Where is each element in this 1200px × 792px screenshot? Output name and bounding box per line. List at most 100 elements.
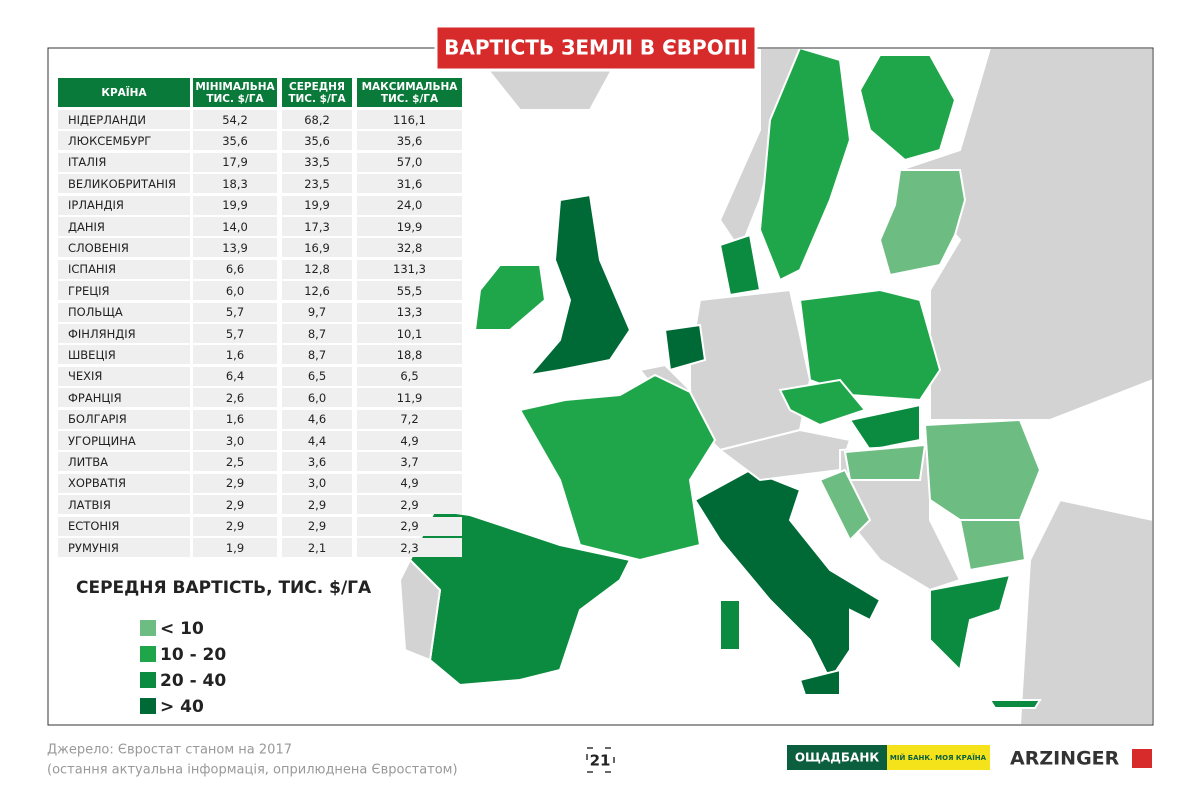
table-cell: 33,5 xyxy=(282,152,352,172)
legend-swatch xyxy=(140,698,156,714)
country xyxy=(929,573,1012,673)
country-name: ЕСТОНІЯ xyxy=(58,516,190,536)
table-cell: 18,3 xyxy=(193,174,277,194)
table-cell: 31,6 xyxy=(357,174,462,194)
legend-title: СЕРЕДНЯ ВАРТІСТЬ, ТИС. $/ГА xyxy=(76,578,372,598)
table-cell: 18,8 xyxy=(357,345,462,365)
legend: < 10 10 - 20 20 - 40 > 40 xyxy=(140,619,226,717)
country-name: ПОЛЬЩА xyxy=(58,302,190,322)
table-cell: 3,6 xyxy=(282,452,352,472)
country-name: ЧЕХІЯ xyxy=(58,366,190,386)
table-cell: 68,2 xyxy=(282,110,352,129)
country xyxy=(843,443,927,481)
title: ВАРТІСТЬ ЗЕМЛІ В ЄВРОПІ xyxy=(444,36,748,60)
country-name: ЛЮКСЕМБУРГ xyxy=(58,131,190,151)
table-cell: 1,6 xyxy=(193,409,277,429)
table-cell: 17,3 xyxy=(282,217,352,236)
land xyxy=(898,48,1153,725)
legend-label: 20 - 40 xyxy=(160,671,226,691)
table-cell: 4,6 xyxy=(282,409,352,429)
country xyxy=(527,193,632,377)
table-cell: 8,7 xyxy=(282,345,352,365)
country-name: УГОРЩИНА xyxy=(58,431,190,450)
table-cell: 6,5 xyxy=(282,366,352,386)
brand-icon xyxy=(1132,749,1152,768)
column-header: СЕРЕДНЯ ТИС. $/ГА xyxy=(282,78,352,107)
table-cell: 2,1 xyxy=(282,538,352,557)
table-cell: 24,0 xyxy=(357,195,462,215)
legend-label: 10 - 20 xyxy=(160,645,226,665)
country xyxy=(518,373,717,562)
table-cell: 2,9 xyxy=(282,516,352,536)
country-name: СЛОВЕНІЯ xyxy=(58,238,190,258)
country xyxy=(848,403,921,452)
brand: ARZINGER xyxy=(1010,748,1120,770)
table-cell: 6,0 xyxy=(282,388,352,408)
bank-name: ОЩАДБАНК xyxy=(795,751,880,765)
legend-swatch xyxy=(140,620,156,636)
column-header: КРАЇНА xyxy=(58,78,190,107)
table-cell: 14,0 xyxy=(193,217,277,236)
table-cell: 35,6 xyxy=(282,131,352,151)
table-cell: 116,1 xyxy=(357,110,462,129)
table-cell: 19,9 xyxy=(193,195,277,215)
country-name: ХОРВАТІЯ xyxy=(58,473,190,493)
bank-logo xyxy=(787,745,887,770)
table-cell: 35,6 xyxy=(193,131,277,151)
table-cell: 55,5 xyxy=(357,281,462,301)
source: Джерело: Євростат станом на 2017 xyxy=(47,743,292,758)
country-name: ІТАЛІЯ xyxy=(58,152,190,172)
table-cell: 2,6 xyxy=(193,388,277,408)
table-cell: 3,7 xyxy=(357,452,462,472)
table-cell: 13,3 xyxy=(357,302,462,322)
table-cell: 12,8 xyxy=(282,259,352,279)
table-cell: 5,7 xyxy=(193,324,277,343)
country xyxy=(798,288,942,402)
table-cell: 4,9 xyxy=(357,431,462,450)
land xyxy=(398,558,442,662)
country xyxy=(858,54,957,162)
table-cell: 6,5 xyxy=(357,366,462,386)
country xyxy=(958,519,1027,572)
table-cell: 3,0 xyxy=(193,431,277,450)
table-cell: 2,9 xyxy=(357,516,462,536)
country-name: ІРЛАНДІЯ xyxy=(58,195,190,215)
table-cell: 1,9 xyxy=(193,538,277,557)
table-cell: 131,3 xyxy=(357,259,462,279)
country xyxy=(473,264,547,331)
country-name: НІДЕРЛАНДИ xyxy=(58,110,190,129)
table-cell: 12,6 xyxy=(282,281,352,301)
table-cell: 19,9 xyxy=(357,217,462,236)
country xyxy=(988,699,1042,709)
table-cell: 2,9 xyxy=(193,495,277,515)
country-name: ВЕЛИКОБРИТАНІЯ xyxy=(58,174,190,194)
country xyxy=(778,378,867,427)
table-cell: 19,9 xyxy=(282,195,352,215)
table-cell: 9,7 xyxy=(282,302,352,322)
column-header: МІНІМАЛЬНА ТИС. $/ГА xyxy=(193,78,277,107)
table-cell: 17,9 xyxy=(193,152,277,172)
legend-label: < 10 xyxy=(160,619,204,639)
country-name: ФІНЛЯНДІЯ xyxy=(58,324,190,343)
table-cell: 2,5 xyxy=(193,452,277,472)
table-cell: 13,9 xyxy=(193,238,277,258)
table-cell: 2,9 xyxy=(193,473,277,493)
table-cell: 10,1 xyxy=(357,324,462,343)
table-cell: 4,4 xyxy=(282,431,352,450)
country-name: ЛИТВА xyxy=(58,452,190,472)
table-cell: 2,9 xyxy=(193,516,277,536)
table-cell: 6,4 xyxy=(193,366,277,386)
country-name: ГРЕЦІЯ xyxy=(58,281,190,301)
table-cell: 7,2 xyxy=(357,409,462,429)
country-name: ФРАНЦІЯ xyxy=(58,388,190,408)
country-name: ШВЕЦІЯ xyxy=(58,345,190,365)
legend-label: > 40 xyxy=(160,697,204,717)
country xyxy=(758,48,852,282)
country xyxy=(693,468,882,682)
country xyxy=(878,169,967,277)
bank-slogan: МІЙ БАНК. МОЯ КРАЇНА xyxy=(890,753,987,762)
table-cell: 2,3 xyxy=(357,538,462,557)
table-cell: 35,6 xyxy=(357,131,462,151)
table-cell: 8,7 xyxy=(282,324,352,343)
